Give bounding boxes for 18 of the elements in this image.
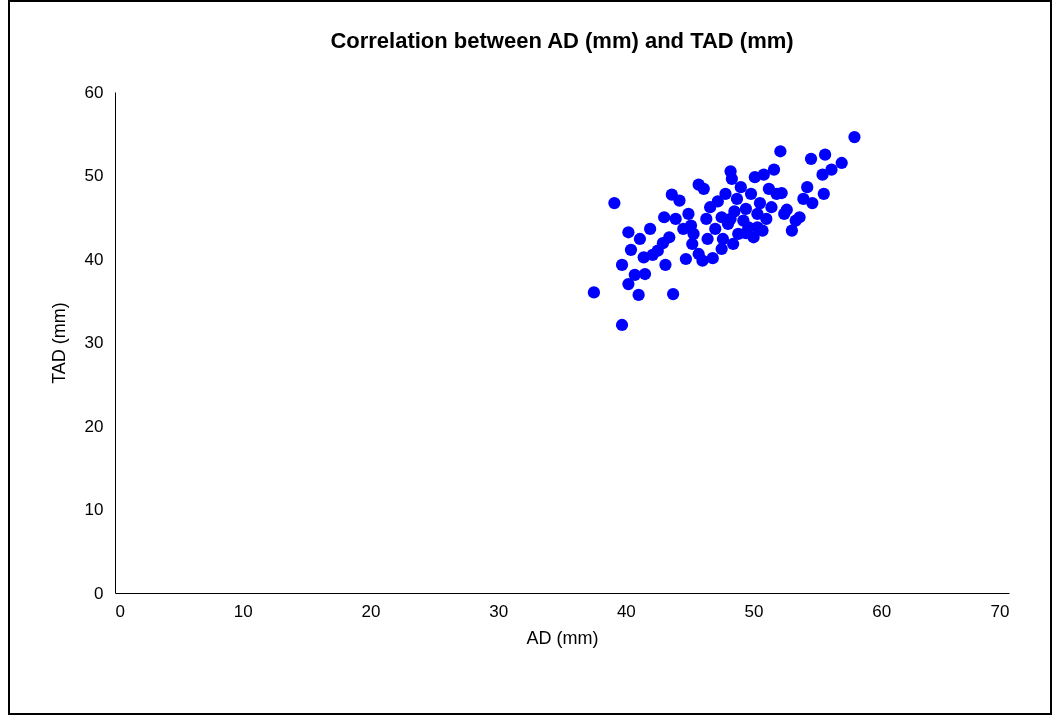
y-tick-label: 10 xyxy=(84,500,104,519)
y-tick-label: 40 xyxy=(84,249,104,269)
x-tick-label: 50 xyxy=(744,601,764,621)
x-tick-label: 10 xyxy=(233,601,253,621)
y-tick-label: 30 xyxy=(84,333,104,352)
x-tick-label: 20 xyxy=(361,601,381,621)
x-tick-label: 30 xyxy=(489,601,509,621)
y-tick-label: 60 xyxy=(84,82,104,102)
x-tick-label: 0 xyxy=(115,601,125,621)
x-axis-title: AD (mm) xyxy=(526,627,599,648)
x-tick-label: 40 xyxy=(616,601,636,621)
x-tick-label: 60 xyxy=(872,601,892,621)
y-tick-label: 0 xyxy=(94,583,104,603)
chart-title: Correlation between AD (mm) and TAD (mm) xyxy=(330,28,794,53)
x-tick-label: 70 xyxy=(990,601,1010,621)
y-tick-label: 50 xyxy=(84,166,104,185)
y-axis-title: TAD (mm) xyxy=(48,302,69,384)
y-tick-label: 20 xyxy=(84,416,104,436)
